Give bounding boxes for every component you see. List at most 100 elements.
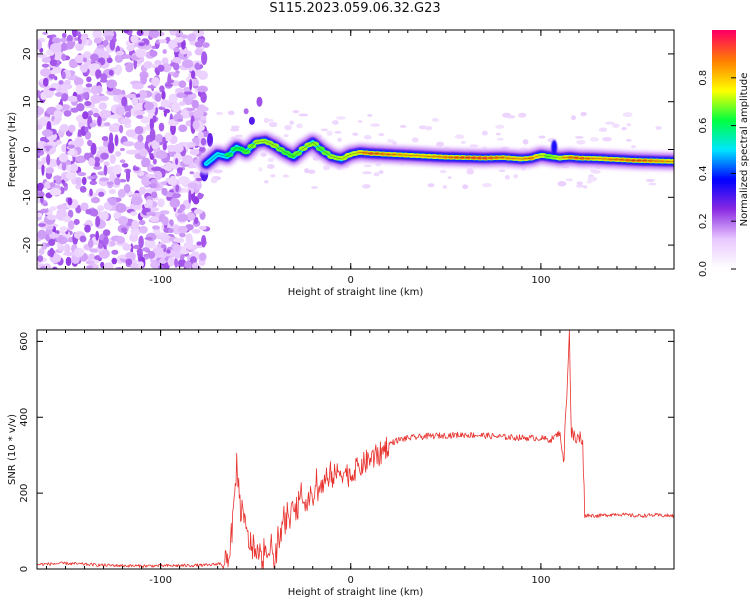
noise-blob: [130, 196, 143, 206]
noise-blob: [138, 235, 144, 249]
colorbar-segment: [712, 115, 736, 119]
noise-blob: [198, 38, 205, 43]
colorbar-segment: [712, 163, 736, 167]
noise-blob: [97, 146, 109, 151]
faint-blob: [655, 126, 662, 130]
noise-blob: [67, 144, 76, 149]
noise-blob: [97, 115, 102, 127]
colorbar-segment: [712, 185, 736, 188]
colorbar-segment: [712, 45, 736, 49]
snr-x-tick-label: -100: [149, 575, 172, 586]
noise-blob: [155, 150, 168, 159]
noise-blob: [125, 129, 137, 138]
noise-blob: [114, 134, 119, 147]
colorbar-segment: [712, 113, 736, 117]
colorbar-segment: [712, 215, 736, 218]
noise-blob: [175, 184, 180, 193]
noise-blob: [53, 175, 62, 181]
noise-blob: [93, 37, 102, 44]
noise-blob: [138, 225, 148, 234]
colorbar-segment: [712, 191, 736, 194]
noise-blob: [63, 110, 72, 117]
noise-blob: [176, 167, 183, 173]
noise-blob: [115, 151, 122, 157]
faint-blob: [442, 185, 448, 189]
colorbar-segment: [712, 237, 736, 240]
spectrogram-y-tick-label: -10: [22, 189, 33, 205]
snr-series-line: [37, 330, 674, 569]
noise-blob: [123, 183, 131, 194]
noise-blob: [85, 209, 93, 215]
noise-blob: [154, 170, 163, 180]
faint-blob: [439, 170, 447, 174]
noise-blob: [108, 124, 119, 133]
colorbar-segment: [712, 121, 736, 125]
noise-blob: [149, 128, 156, 143]
faint-blob: [602, 136, 612, 142]
noise-blob: [179, 101, 186, 106]
noise-blob: [125, 62, 134, 73]
noise-blob: [68, 124, 76, 133]
snr-y-tick-label: 200: [19, 484, 30, 503]
noise-blob: [75, 42, 84, 52]
noise-blob: [141, 176, 151, 187]
noise-blob: [77, 95, 82, 101]
noise-blob: [84, 126, 89, 133]
noise-blob: [151, 167, 160, 172]
faint-blob: [263, 117, 270, 124]
noise-blob: [49, 206, 57, 211]
noise-blob: [99, 177, 110, 182]
noise-blob: [160, 244, 167, 249]
noise-blob: [173, 237, 185, 243]
noise-blob: [188, 189, 192, 204]
colorbar-segment: [712, 61, 736, 65]
noise-blob: [97, 243, 104, 249]
noise-blob: [189, 171, 195, 175]
noise-blob: [116, 236, 126, 245]
faint-blob: [582, 185, 588, 189]
faint-blob: [504, 175, 511, 180]
colorbar-segment: [712, 183, 736, 186]
noise-blob: [79, 186, 87, 193]
faint-blob: [373, 172, 380, 177]
noise-blob: [184, 261, 192, 269]
colorbar-segment: [712, 233, 736, 236]
noise-blob: [103, 262, 114, 269]
colorbar-segment: [712, 213, 736, 216]
noise-blob: [149, 216, 160, 223]
noise-blob: [182, 59, 194, 69]
noise-blob: [160, 99, 170, 108]
noise-blob: [130, 211, 138, 216]
colorbar-segment: [712, 43, 736, 47]
noise-blob: [49, 182, 56, 188]
colorbar-segment: [712, 241, 736, 244]
noise-blob: [103, 164, 108, 176]
noise-blob: [114, 177, 121, 186]
faint-blob: [387, 138, 394, 143]
noise-blob: [157, 198, 165, 208]
colorbar-segment: [712, 169, 736, 173]
noise-blob: [41, 129, 54, 137]
noise-blob: [38, 223, 46, 227]
noise-blob: [48, 73, 56, 79]
colorbar-segment: [712, 71, 736, 75]
faint-blob: [576, 181, 583, 185]
faint-blob: [460, 140, 466, 145]
noise-blob: [121, 96, 128, 107]
noise-blob: [186, 107, 196, 111]
noise-blob: [152, 225, 160, 230]
colorbar-segment: [712, 35, 736, 39]
noise-blob: [37, 182, 44, 191]
noise-blob: [109, 154, 116, 164]
noise-blob: [95, 85, 103, 94]
faint-blob: [423, 125, 433, 130]
colorbar-segment: [712, 91, 736, 95]
noise-blob: [55, 104, 63, 110]
colorbar-segment: [712, 81, 736, 85]
noise-blob: [200, 91, 207, 104]
noise-blob: [158, 122, 165, 132]
noise-blob: [89, 180, 98, 186]
noise-blob: [131, 97, 139, 106]
faint-blob: [282, 174, 290, 178]
